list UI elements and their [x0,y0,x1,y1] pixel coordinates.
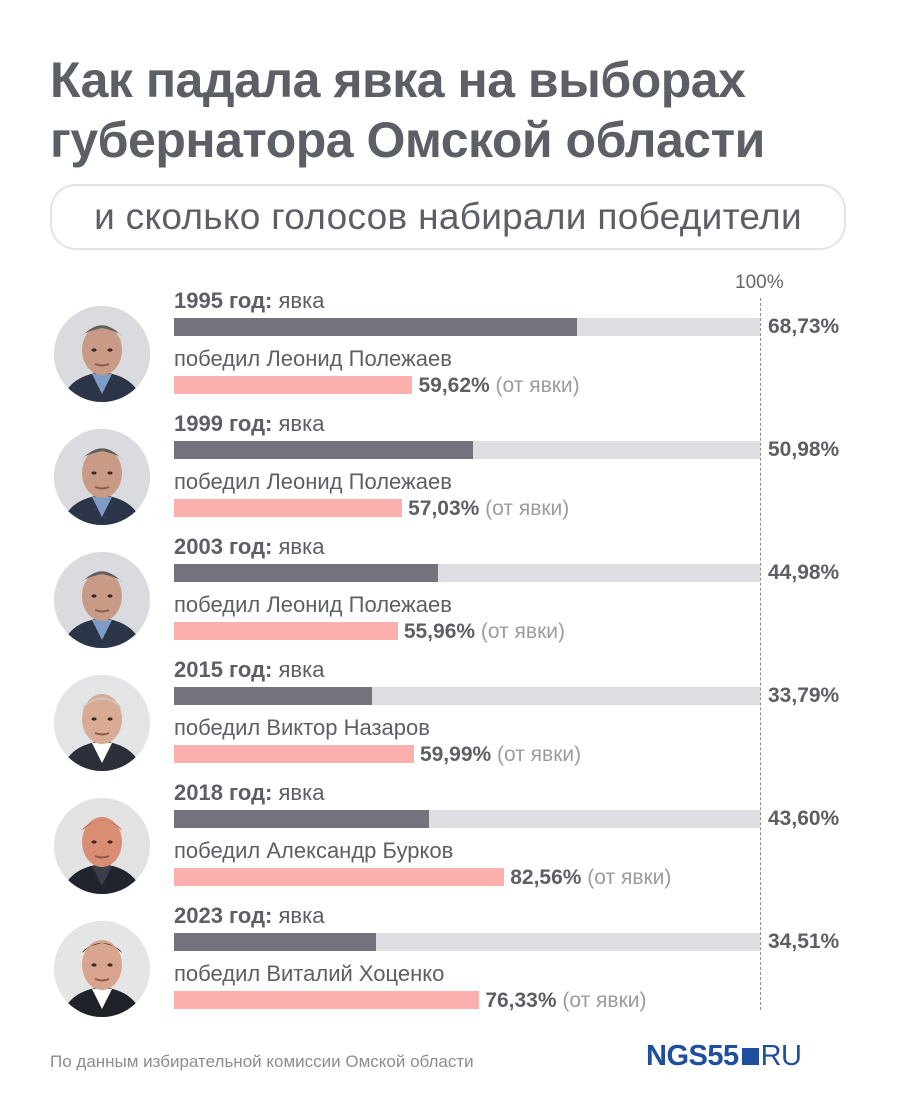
turnout-bar [174,687,372,705]
winner-bar [174,991,480,1009]
turnout-bar [174,933,377,951]
turnout-bar [174,318,577,336]
chart-row-2018: 2018 год: явка 43,60% победил Александр Бу… [0,780,900,906]
logo-main: NGS55 [646,1040,739,1072]
logo-square-icon [741,1048,759,1065]
winner-value: 76,33% (от явки) [485,989,646,1013]
winner-label: победил Александр Бурков [174,838,454,863]
chart-row-1995: 1995 год: явка 68,73% победил Леонид Полеж… [0,288,900,414]
turnout-value: 68,73% [768,315,840,338]
winner-bar [174,745,414,763]
year-label-year: 2015 год: [174,657,273,682]
winner-note: (от явки) [581,866,672,889]
ngs55-logo: NGS55 RU [646,1040,802,1073]
turnout-bar [174,564,438,582]
chart-row-2015: 2015 год: явка 33,79% победил Виктор Назар… [0,657,900,783]
year-label-year: 1995 год: [174,288,273,313]
year-label-turnout-word: явка [272,288,325,313]
winner-label: победил Леонид Полежаев [174,469,452,494]
portrait-polezhaev [54,306,150,402]
winner-value: 55,96% (от явки) [404,620,565,644]
chart-row-2023: 2023 год: явка 34,51% победил Виталий Хоце… [0,903,900,1029]
turnout-value: 44,98% [768,561,840,584]
winner-label: победил Леонид Полежаев [174,346,452,371]
winner-label: победил Виталий Хоценко [174,961,445,986]
winner-bar [174,622,398,640]
turnout-track [174,564,760,582]
turnout-value: 50,98% [768,438,840,461]
year-label: 1995 год: явка [174,288,324,314]
source-note: По данным избирательной комиссии Омской … [50,1052,474,1071]
portrait-polezhaev [54,552,150,648]
year-label-turnout-word: явка [272,411,325,436]
winner-label: победил Леонид Полежаев [174,592,452,617]
year-label-turnout-word: явка [272,903,325,928]
turnout-bar [174,441,473,459]
turnout-track [174,810,760,828]
turnout-track [174,687,760,705]
winner-value: 57,03% (от явки) [408,497,569,521]
year-label-turnout-word: явка [272,534,325,559]
portrait-khotsenko [54,921,150,1017]
winner-percent: 82,56% [510,866,582,889]
winner-bar [174,376,413,394]
year-label: 1999 год: явка [174,411,324,437]
turnout-track [174,933,760,951]
turnout-bar [174,810,430,828]
chart-row-2003: 2003 год: явка 44,98% победил Леонид Полеж… [0,534,900,660]
winner-bar [174,499,403,517]
year-label: 2023 год: явка [174,903,324,929]
year-label-year: 1999 год: [174,411,273,436]
year-label: 2003 год: явка [174,534,324,560]
winner-percent: 55,96% [403,620,476,643]
portrait-polezhaev [54,429,150,525]
turnout-value: 33,79% [768,684,840,707]
winner-value: 82,56% (от явки) [510,866,671,890]
year-label-turnout-word: явка [272,657,325,682]
winner-note: (от явки) [556,989,647,1012]
winner-note: (от явки) [491,743,582,766]
winner-percent: 59,62% [418,374,490,397]
winner-note: (от явки) [475,620,565,643]
winner-value: 59,99% (от явки) [420,743,581,767]
winner-percent: 59,99% [419,743,492,766]
chart-row-1999: 1999 год: явка 50,98% победил Леонид Полеж… [0,411,900,537]
winner-label: победил Виктор Назаров [174,715,430,740]
portrait-nazarov [54,675,150,771]
winner-percent: 76,33% [485,989,557,1012]
subtitle: и сколько голосов набирали победители [50,184,846,250]
winner-note: (от явки) [489,374,580,397]
year-label-year: 2023 год: [174,903,273,928]
winner-value: 59,62% (от явки) [418,374,579,398]
hundred-percent-line [760,298,761,1010]
year-label: 2018 год: явка [174,780,324,806]
year-label-year: 2003 год: [174,534,273,559]
turnout-value: 34,51% [768,930,840,953]
axis-max-label: 100% [735,272,784,293]
page-title: Как падала явка на выборах губернатора О… [50,52,765,168]
winner-percent: 57,03% [408,497,480,520]
portrait-burkov [54,798,150,894]
logo-suffix: RU [760,1040,802,1072]
year-label-year: 2018 год: [174,780,273,805]
year-label-turnout-word: явка [272,780,325,805]
turnout-value: 43,60% [768,807,840,830]
turnout-track [174,441,760,459]
winner-bar [174,868,505,886]
winner-note: (от явки) [479,497,570,520]
year-label: 2015 год: явка [174,657,324,683]
turnout-track [174,318,760,336]
